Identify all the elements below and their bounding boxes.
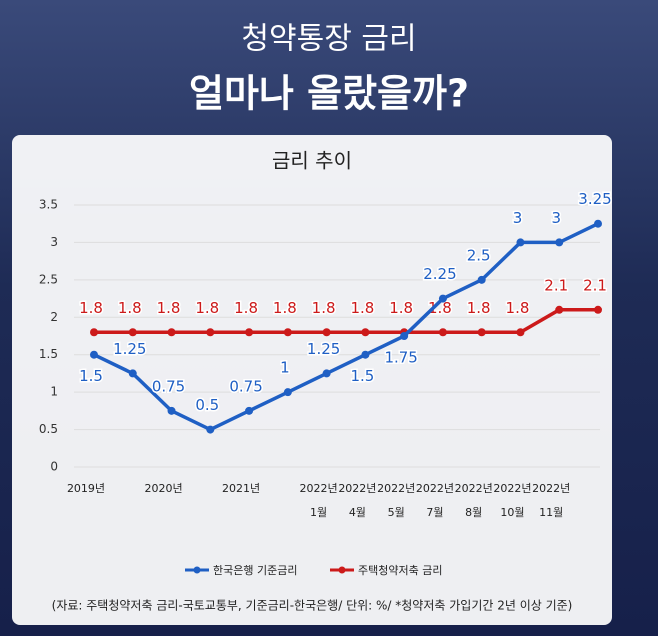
data-point [283,388,292,397]
data-point [167,328,176,337]
x-tick-label: 5월 [388,506,405,519]
x-tick-label: 2022년 [416,482,454,495]
x-tick-label: 2022년 [338,482,376,495]
data-point [438,328,447,337]
legend-dot [338,566,346,574]
data-label: 1.8 [195,299,219,317]
data-label: 2.1 [544,276,568,294]
data-label: 0.75 [229,377,262,395]
data-label: 1.8 [118,299,142,317]
data-point [90,350,98,359]
x-tick-label: 2022년 [377,482,415,495]
series-line [94,308,598,335]
y-tick-label: 1.5 [39,347,58,361]
data-point [477,275,486,284]
data-point [516,238,525,247]
data-point [322,369,331,378]
page-subtitle: 얼마나 올랐을까? [189,72,469,116]
x-tick-label: 10월 [500,506,524,519]
legend-label: 주택청약저축 금리 [358,563,442,577]
data-point [594,305,602,314]
x-tick-label: 2022년 [493,482,531,495]
data-point [555,305,564,314]
data-label: 2.5 [467,246,491,264]
data-point [245,328,254,337]
data-point [594,219,602,228]
legend-label: 한국은행 기준금리 [213,564,297,577]
x-tick-label: 2022년 [532,482,570,495]
data-label: 2.1 [583,276,607,294]
data-label: 1.25 [307,340,340,358]
x-tick-label: 2021년 [222,482,260,495]
data-label: 1.8 [428,299,452,317]
y-tick-label: 1 [50,385,58,399]
data-point [128,328,137,337]
data-point [361,350,370,359]
data-label: 3 [513,209,523,227]
x-tick-label: 2020년 [144,482,182,495]
data-label: 1 [280,359,290,377]
data-point [400,332,409,340]
y-tick-label: 2.5 [39,272,58,286]
data-point [206,425,215,434]
data-label: 0.75 [152,377,185,395]
x-tick-label: 11월 [539,506,563,519]
data-point [245,406,254,415]
data-label: 1.8 [506,299,530,317]
data-label: 1.75 [384,349,417,367]
data-label: 1.8 [389,299,413,317]
y-tick-label: 3 [50,235,58,249]
data-label: 3.25 [578,190,611,208]
source-note: (자료: 주택청약저축 금리-국토교통부, 기준금리-한국은행/ 단위: %/ … [52,598,573,613]
y-tick-label: 2 [50,310,58,324]
x-tick-label: 2019년 [67,482,105,495]
data-point [438,294,447,303]
page-title: 청약통장 금리 [241,22,416,57]
x-tick-label: 2022년 [455,482,493,495]
x-tick-label: 8월 [465,506,482,519]
data-label: 1.5 [79,367,103,385]
data-point [555,238,564,247]
y-tick-label: 0 [50,460,58,474]
data-label: 1.8 [273,299,297,317]
data-label: 1.8 [234,299,258,317]
data-label: 1.8 [79,299,103,317]
y-tick-label: 3.5 [39,198,58,212]
legend-dot [193,566,201,574]
data-label: 1.8 [312,299,336,317]
data-label: 0.5 [195,396,219,414]
data-point [322,328,331,337]
data-label: 1.25 [113,340,146,358]
data-point [516,328,525,337]
x-tick-label: 2022년 [300,482,338,495]
data-label: 2.25 [423,265,456,283]
data-point [361,328,370,337]
data-label: 3 [551,209,561,227]
data-point [283,328,292,337]
data-label: 1.8 [350,299,374,317]
series-line [93,222,599,432]
data-point [90,328,98,337]
data-point [167,406,176,415]
x-tick-label: 7월 [426,506,443,519]
data-label: 1.8 [157,299,181,317]
data-label: 1.8 [467,299,491,317]
data-point [206,328,215,337]
x-tick-label: 1월 [310,506,327,519]
data-point [128,369,137,378]
y-tick-label: 0.5 [39,422,58,436]
chart-title: 금리 추이 [272,149,352,173]
data-label: 1.5 [350,367,374,385]
data-point [477,328,486,337]
x-tick-label: 4월 [349,506,366,519]
